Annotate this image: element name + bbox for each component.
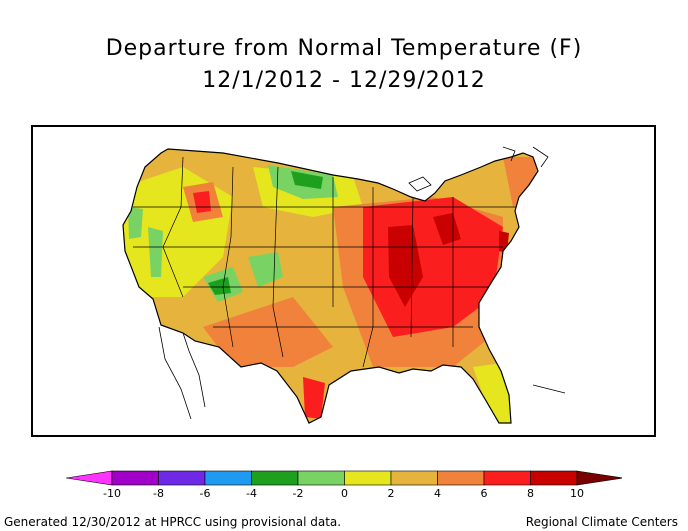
state-boundaries xyxy=(133,156,533,368)
region-florida-near-normal xyxy=(473,363,513,423)
map-frame xyxy=(31,125,656,437)
caribbean-island xyxy=(532,384,566,394)
region-south-texas-hot xyxy=(303,377,325,419)
sonora-coastline xyxy=(182,332,206,408)
region-idaho-hot-spot xyxy=(193,191,211,213)
canada-coastline xyxy=(502,146,516,162)
legend-tick-label: 8 xyxy=(527,487,534,500)
footer-credit: Regional Climate Centers xyxy=(525,515,678,529)
color-legend-bar xyxy=(66,470,622,486)
region-southwest-warm xyxy=(203,297,333,367)
legend-bin-swatch xyxy=(297,470,345,486)
region-sierra-cool xyxy=(148,227,163,277)
legend-bin-swatch xyxy=(344,470,392,486)
legend-bin-swatch xyxy=(530,470,578,486)
color-legend xyxy=(66,470,622,500)
legend-tick-label: 0 xyxy=(341,487,348,500)
legend-tick-label: 4 xyxy=(434,487,441,500)
map-title: Departure from Normal Temperature (F) xyxy=(105,36,583,61)
region-midwest-hot xyxy=(363,197,503,337)
legend-arrow-low xyxy=(66,470,113,486)
canada-island xyxy=(408,176,432,192)
anomaly-regions xyxy=(123,157,538,423)
legend-tick-label: 10 xyxy=(570,487,584,500)
region-ohio-very-hot xyxy=(433,213,461,245)
region-illinois-very-hot xyxy=(388,225,423,307)
legend-bin-swatch xyxy=(158,470,206,486)
legend-bin-swatch xyxy=(251,470,299,486)
legend-tick-label: 6 xyxy=(480,487,488,500)
legend-tick-label: -6 xyxy=(199,487,211,500)
region-north-cold-spot xyxy=(291,171,323,189)
legend-bin-swatch xyxy=(204,470,252,486)
legend-bin-swatch xyxy=(390,470,438,486)
legend-tick-label: -8 xyxy=(153,487,164,500)
nova-scotia-coastline xyxy=(532,146,549,168)
footer-generated-note: Generated 12/30/2012 at HPRCC using prov… xyxy=(4,515,342,529)
map-date-range: 12/1/2012 - 12/29/2012 xyxy=(202,68,486,93)
legend-bin-swatch xyxy=(483,470,531,486)
legend-bin-swatch xyxy=(111,470,159,486)
region-great-basin-cold-spot xyxy=(208,277,231,295)
legend-tick-label: -4 xyxy=(246,487,257,500)
legend-tick-label: 2 xyxy=(387,487,395,500)
legend-tick-label: -10 xyxy=(103,487,121,500)
legend-tick-label: -2 xyxy=(292,487,304,500)
legend-bin-swatch xyxy=(437,470,485,486)
us-temperature-map xyxy=(122,146,566,424)
legend-arrow-high xyxy=(576,470,622,486)
region-pacific-coast-cool xyxy=(128,207,143,239)
baja-coastline xyxy=(158,326,192,420)
